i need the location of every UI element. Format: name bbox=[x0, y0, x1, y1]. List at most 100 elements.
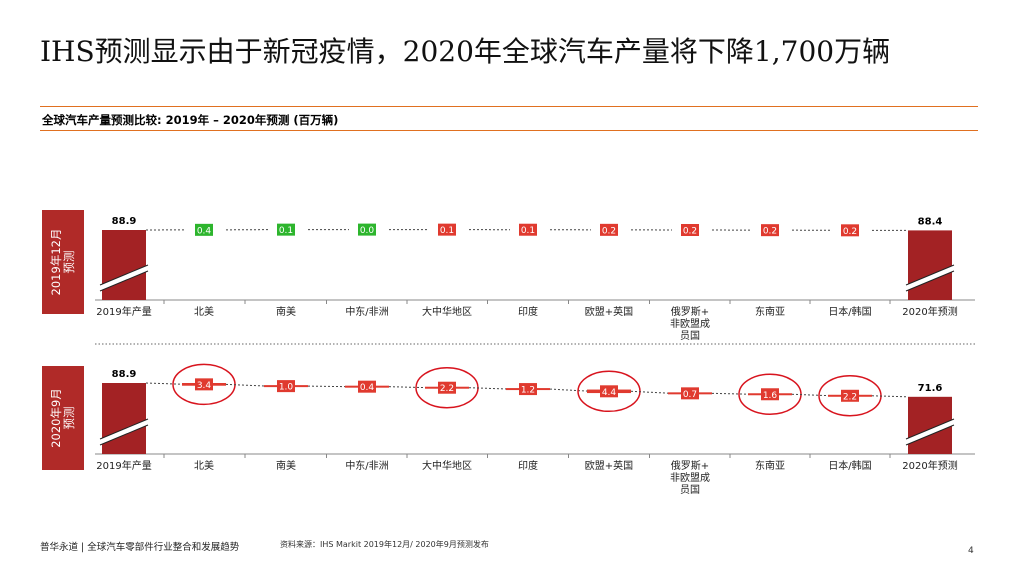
panel1-category-label: 俄罗斯+ bbox=[671, 305, 709, 318]
panel1-category-label: 欧盟+英国 bbox=[585, 305, 633, 318]
panel2-connector bbox=[630, 390, 673, 394]
panel2-category-label: 员国 bbox=[680, 484, 700, 496]
panel2-end-total-label: 71.6 bbox=[918, 383, 943, 394]
chart-subtitle: 全球汽车产量预测比较: 2019年 – 2020年预测 (百万辆) bbox=[42, 113, 339, 127]
panel2-connector bbox=[145, 382, 187, 385]
panel1-change-label-box bbox=[761, 224, 779, 237]
panel2-change-label: 2.2 bbox=[843, 392, 857, 402]
panel2-connector bbox=[791, 393, 833, 397]
panel1-axis-break-line bbox=[99, 270, 149, 292]
panel2-connector bbox=[388, 386, 430, 389]
panel2-change-label-box bbox=[438, 381, 456, 394]
panel2-category-label: 东南亚 bbox=[755, 459, 785, 472]
panel1-category-label: 非欧盟成 bbox=[670, 318, 710, 330]
panel2-axis-break-line bbox=[905, 418, 955, 440]
panel1-category-label: 印度 bbox=[518, 305, 538, 318]
panel2-axis-break bbox=[98, 419, 150, 445]
panel2-connector bbox=[225, 383, 269, 387]
panel1-category-label: 大中华地区 bbox=[422, 305, 472, 318]
page-title: IHS预测显示由于新冠疫情，2020年全球汽车产量将下降1,700万辆 bbox=[40, 35, 891, 68]
panel2-connector bbox=[871, 395, 909, 398]
panel2-category-label: 中东/非洲 bbox=[345, 459, 388, 472]
subtitle-rule bbox=[40, 130, 978, 131]
panel1-start-total-label: 88.9 bbox=[112, 216, 137, 227]
panel2-change-label-box bbox=[841, 389, 859, 402]
panel1-change-label-box bbox=[358, 223, 376, 236]
panel2-change-label-box bbox=[358, 380, 376, 393]
panel1-category-label: 北美 bbox=[194, 305, 214, 318]
panel1-category-label: 2019年产量 bbox=[96, 305, 151, 318]
panel1-change-label: 0.1 bbox=[521, 226, 535, 236]
panel2-change-label: 3.4 bbox=[197, 381, 212, 391]
panel1-change-label-box bbox=[438, 223, 456, 236]
panel2-change-label: 1.2 bbox=[521, 386, 535, 396]
panel2-side-label: 2020年9月 预测 bbox=[42, 366, 84, 470]
panel1-axis-break bbox=[98, 265, 150, 291]
panel2-change-label-box bbox=[277, 380, 295, 393]
panel1-axis-break-line bbox=[905, 264, 955, 286]
panel1-category-label: 员国 bbox=[680, 330, 700, 342]
panel2-change-label: 1.0 bbox=[279, 383, 294, 393]
panel1-axis-break-line bbox=[905, 270, 955, 292]
panel2-category-label: 非欧盟成 bbox=[670, 472, 710, 484]
panel2-category-label: 印度 bbox=[518, 459, 538, 472]
panel1-change-label: 0.1 bbox=[279, 226, 293, 236]
panel1-change-label-box bbox=[681, 224, 699, 236]
panel1-axis-break-line bbox=[99, 264, 149, 286]
panel2-connector bbox=[549, 388, 592, 392]
panel1-change-label-box bbox=[841, 224, 859, 237]
panel1-category-label: 南美 bbox=[276, 305, 296, 318]
panel2-category-label: 欧盟+英国 bbox=[585, 459, 633, 472]
panel1-end-bar bbox=[908, 230, 952, 300]
panel1-change-label: 0.2 bbox=[683, 227, 697, 237]
panel2-axis-break bbox=[904, 419, 956, 445]
panel2-change-label: 2.2 bbox=[440, 384, 454, 394]
panel2-category-label: 俄罗斯+ bbox=[671, 459, 709, 472]
panel2-axis-break-line bbox=[99, 424, 149, 446]
panel2-start-bar bbox=[102, 383, 146, 454]
panel1-category-label: 中东/非洲 bbox=[345, 305, 388, 318]
panel2-axis-break-line bbox=[905, 424, 955, 446]
page-number: 4 bbox=[968, 546, 974, 556]
panel2-connector bbox=[307, 385, 350, 388]
panel2-start-total-label: 88.9 bbox=[112, 369, 137, 380]
panel1-side-label: 2019年12月 预测 bbox=[42, 210, 84, 314]
panel2-connector bbox=[468, 387, 511, 390]
panel2-change-label-box bbox=[600, 385, 618, 398]
panel1-change-label-box bbox=[195, 223, 213, 236]
panel2-change-label: 0.7 bbox=[683, 390, 697, 400]
panel1-change-label: 0.4 bbox=[197, 226, 212, 236]
panel1-axis-break bbox=[904, 265, 956, 291]
panel2-category-label: 大中华地区 bbox=[422, 459, 472, 472]
panel1-change-label-box bbox=[277, 223, 295, 236]
panel2-category-label: 南美 bbox=[276, 459, 296, 472]
panel1-change-label: 0.1 bbox=[440, 226, 454, 236]
panel2-category-label: 北美 bbox=[194, 459, 214, 472]
title-rule bbox=[40, 106, 978, 107]
panel1-category-label: 东南亚 bbox=[755, 305, 785, 318]
panel1-end-total-label: 88.4 bbox=[918, 216, 943, 227]
panel2-change-label: 0.4 bbox=[360, 383, 375, 393]
panel2-category-label: 日本/韩国 bbox=[828, 459, 871, 472]
panel2-change-label-box bbox=[519, 383, 537, 396]
panel2-change-label-box bbox=[195, 378, 213, 391]
panel1-change-label: 0.0 bbox=[360, 226, 375, 236]
panel2-change-label: 4.4 bbox=[602, 388, 617, 398]
panel2-change-label-box bbox=[761, 388, 779, 401]
panel1-start-bar bbox=[102, 230, 146, 300]
footer-source: 资料来源：IHS Markit 2019年12月/ 2020年9月预测发布 bbox=[280, 540, 489, 549]
panel1-change-label-box bbox=[600, 223, 618, 236]
panel1-change-label: 0.2 bbox=[763, 227, 777, 237]
panel1-category-label: 日本/韩国 bbox=[828, 305, 871, 318]
panel1-change-label-box bbox=[519, 223, 537, 236]
panel2-axis-break-line bbox=[99, 418, 149, 440]
panel2-change-label-box bbox=[681, 387, 699, 400]
panel1-change-label: 0.2 bbox=[843, 227, 857, 237]
panel2-change-label: 1.6 bbox=[763, 391, 778, 401]
footer-left-text: 普华永道 | 全球汽车零部件行业整合和发展趋势 bbox=[40, 542, 240, 553]
panel1-category-label: 2020年预测 bbox=[902, 305, 957, 318]
panel2-category-label: 2020年预测 bbox=[902, 459, 957, 472]
panel2-category-label: 2019年产量 bbox=[96, 459, 151, 472]
panel2-connector bbox=[711, 392, 753, 395]
